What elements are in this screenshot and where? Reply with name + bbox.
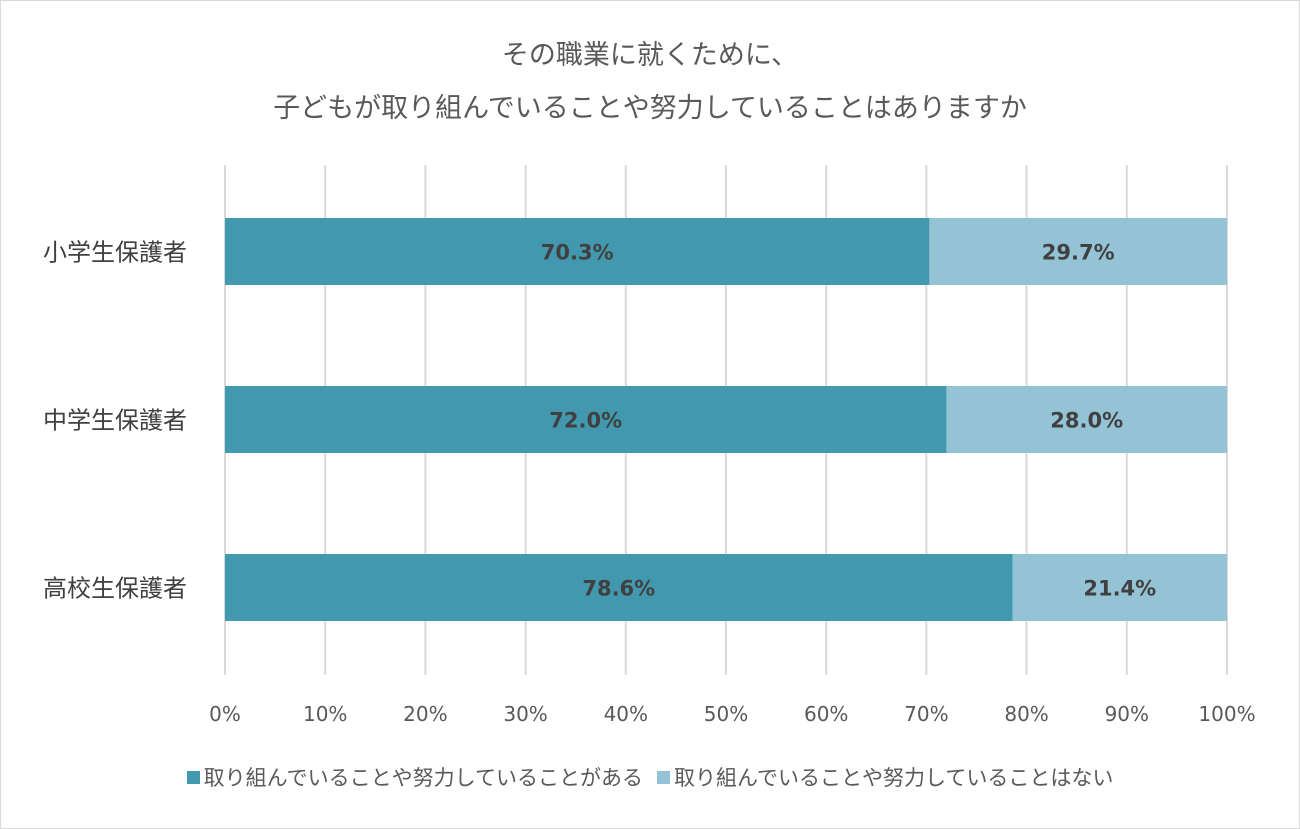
x-tick-label: 60%	[804, 702, 848, 726]
legend-item-no: 取り組んでいることや努力していることはない	[657, 762, 1113, 792]
x-tick-label: 80%	[1004, 702, 1048, 726]
x-tick-label: 90%	[1105, 702, 1149, 726]
x-tick-label: 10%	[303, 702, 347, 726]
x-tick-label: 30%	[503, 702, 547, 726]
category-label: 中学生保護者	[43, 407, 187, 435]
bar-segment-yes	[225, 554, 1013, 621]
chart-title-line-1: その職業に就くために、	[501, 40, 799, 71]
data-label: 21.4%	[1083, 577, 1156, 601]
legend-label-no: 取り組んでいることや努力していることはない	[674, 766, 1114, 790]
x-tick-label: 100%	[1198, 702, 1255, 726]
category-label: 高校生保護者	[43, 575, 187, 603]
legend-label-yes: 取り組んでいることや努力していることがある	[203, 766, 643, 790]
data-label: 78.6%	[582, 577, 655, 601]
bar-segment-no	[1012, 554, 1227, 621]
x-tick-label: 50%	[704, 702, 748, 726]
data-label: 28.0%	[1050, 409, 1123, 433]
data-label: 70.3%	[541, 241, 614, 265]
category-label: 小学生保護者	[43, 239, 187, 267]
bar-segment-yes	[225, 386, 947, 453]
x-tick-label: 20%	[403, 702, 447, 726]
x-tick-label: 70%	[904, 702, 948, 726]
legend-swatch-no	[657, 770, 670, 784]
chart-title-line-2: 子どもが取り組んでいることや努力していることはありますか	[273, 93, 1027, 124]
legend-swatch-yes	[186, 770, 200, 784]
data-label: 29.7%	[1042, 241, 1115, 265]
bar-segment-no	[929, 218, 1227, 285]
bar-segment-no	[946, 386, 1227, 453]
legend: 取り組んでいることや努力していることがある 取り組んでいることや努力していること…	[0, 762, 1300, 792]
legend-item-yes: 取り組んでいることや努力していることがある	[186, 762, 643, 792]
x-tick-label: 40%	[604, 702, 648, 726]
bar-segment-yes	[225, 218, 930, 285]
data-label: 72.0%	[549, 409, 622, 433]
x-tick-label: 0%	[209, 702, 241, 726]
